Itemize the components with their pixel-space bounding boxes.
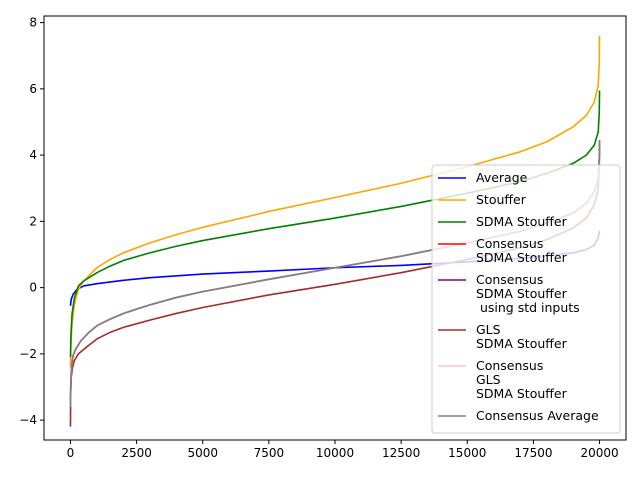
y-tick-label: −2 <box>19 347 37 361</box>
x-tick-label: 5000 <box>187 446 218 460</box>
y-tick-label: 0 <box>29 281 37 295</box>
x-tick-label: 7500 <box>254 446 285 460</box>
plot-frame <box>43 15 627 441</box>
legend-label-3: Consensus SDMA Stouffer <box>476 236 568 265</box>
y-tick-label: 2 <box>29 214 37 228</box>
y-tick-label: 4 <box>29 148 37 162</box>
series-line-2 <box>69 90 601 358</box>
legend-label-0: Average <box>476 170 528 185</box>
legend-label-2: SDMA Stouffer <box>476 214 568 229</box>
legend-label-1: Stouffer <box>476 192 527 207</box>
x-tick-label: 15000 <box>448 446 486 460</box>
y-tick-label: −4 <box>19 413 37 427</box>
y-tick-label: 6 <box>29 82 37 96</box>
legend-label-4: Consensus SDMA Stouffer using std inputs <box>476 272 580 315</box>
x-tick-label: 0 <box>67 446 75 460</box>
x-tick-label: 20000 <box>580 446 618 460</box>
series-line-1 <box>69 35 601 368</box>
x-tick-label: 17500 <box>514 446 552 460</box>
x-axis: 0 2500 5000 7500 10000 12500 15000 17500 20000 <box>67 440 619 460</box>
legend: Average Stouffer SDMA Stouffer Consensus SDM… <box>431 164 621 434</box>
legend-box <box>431 164 621 434</box>
x-tick-label: 10000 <box>316 446 354 460</box>
x-tick-label: 2500 <box>121 446 152 460</box>
legend-label-7: Consensus Average <box>476 408 599 423</box>
y-axis: −4 −2 0 2 4 6 8 <box>19 16 44 427</box>
legend-label-5: GLS SDMA Stouffer <box>476 322 568 351</box>
y-tick-label: 8 <box>29 16 37 30</box>
x-tick-label: 12500 <box>382 446 420 460</box>
legend-label-6: Consensus GLS SDMA Stouffer <box>476 358 568 401</box>
